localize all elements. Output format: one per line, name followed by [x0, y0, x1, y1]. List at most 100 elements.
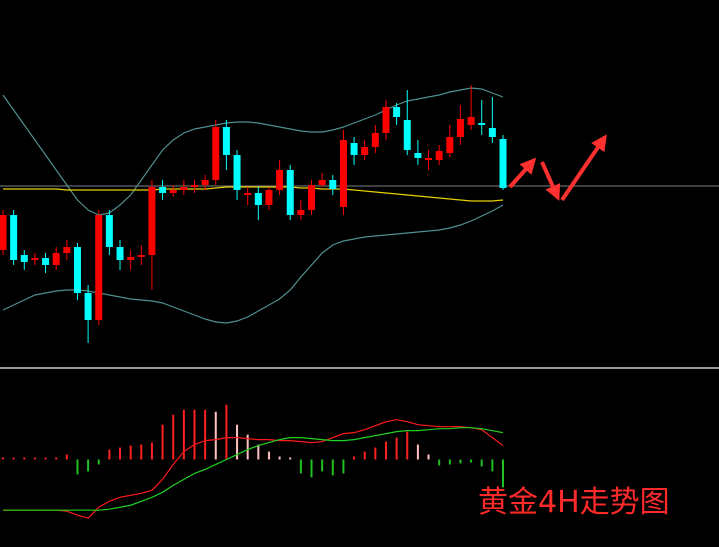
histogram-bar [236, 424, 239, 460]
candle-body [488, 128, 496, 137]
candle-body [159, 187, 167, 193]
candle-body [403, 120, 411, 150]
indicator-line [3, 427, 504, 511]
arrow [540, 161, 561, 201]
candle-body [95, 215, 103, 320]
candle-body [137, 255, 145, 257]
histogram-bar [278, 456, 281, 460]
candle-body [499, 139, 507, 188]
histogram-bar [310, 459, 313, 478]
histogram-bar [161, 424, 164, 460]
histogram-bar [140, 444, 143, 460]
candle-body [339, 140, 347, 207]
histogram-bar [23, 457, 26, 460]
histogram-bar [406, 431, 409, 460]
indicator-line [3, 419, 504, 519]
histogram-bar [150, 442, 153, 460]
candle-body [393, 107, 401, 117]
histogram-bar [470, 459, 473, 463]
candle-body [244, 193, 252, 195]
candle-body [127, 257, 135, 260]
histogram-bar [353, 456, 356, 460]
candle-body [382, 107, 390, 133]
candle-body [63, 247, 71, 253]
histogram-bar [502, 459, 504, 488]
histogram-bar [480, 459, 483, 467]
histogram-bar [342, 459, 345, 474]
candle-body [318, 180, 326, 185]
candle-body [212, 127, 220, 180]
candle-body [105, 215, 113, 247]
candle-body [31, 258, 39, 260]
candle-body [42, 258, 50, 265]
candle-body [20, 255, 28, 262]
candle-body [478, 123, 486, 125]
candle-body [254, 193, 262, 205]
candle-body [73, 247, 81, 293]
candle-body [361, 147, 369, 155]
histogram-bar [33, 457, 36, 460]
histogram-bar [97, 459, 100, 465]
histogram-bar [44, 457, 47, 460]
histogram-bar [76, 459, 79, 475]
histogram-bar [87, 459, 90, 472]
candle-body [84, 293, 92, 320]
histogram-bar [246, 434, 249, 460]
histogram-bar [267, 451, 270, 460]
indicator-line [3, 186, 504, 202]
histogram-bar [172, 414, 175, 460]
histogram-bar [416, 444, 419, 460]
histogram-bar [331, 459, 334, 476]
candle-body [169, 190, 177, 193]
histogram-bar [182, 409, 185, 460]
candle-body [180, 187, 188, 190]
histogram-bar [289, 457, 292, 460]
candle-body [297, 210, 305, 215]
candle-body [350, 143, 358, 155]
histogram-bar [257, 444, 260, 460]
histogram-bar [193, 409, 196, 460]
candle-body [265, 190, 273, 205]
candle-body [222, 127, 230, 155]
candle-body [446, 137, 454, 153]
chart-title: 黄金4H走势图 [478, 485, 670, 520]
candle-body [456, 119, 464, 137]
histogram-bar [363, 451, 366, 460]
histogram-bar [2, 457, 4, 460]
histogram-bar [129, 445, 132, 460]
candle-body [467, 117, 475, 125]
arrow [560, 134, 607, 202]
candle-body [52, 253, 60, 265]
candle-body [201, 180, 209, 185]
histogram-bar [299, 459, 302, 474]
histogram-bar [395, 437, 398, 460]
indicator-line [2, 87, 504, 216]
histogram-bar [384, 441, 387, 460]
histogram-bar [214, 411, 217, 460]
histogram-bar [108, 449, 111, 460]
histogram-bar [12, 457, 15, 460]
histogram-bar [438, 459, 441, 466]
candle-body [116, 247, 124, 260]
histogram-bar [448, 459, 451, 465]
candle-body [276, 170, 284, 190]
histogram-bar [204, 409, 207, 460]
candle-body [425, 158, 433, 160]
candle-body [329, 180, 337, 189]
histogram-bar [225, 404, 228, 460]
histogram-bar [491, 459, 494, 472]
candle-body [233, 155, 241, 190]
candle-body [148, 187, 156, 255]
candle-body [286, 170, 294, 215]
candle-body [308, 185, 316, 210]
candle-body [435, 151, 443, 160]
histogram-bar [427, 454, 430, 460]
indicator-line [2, 204, 504, 324]
candle-body [414, 153, 422, 158]
histogram-bar [459, 459, 462, 464]
candle-body [371, 133, 379, 147]
histogram-bar [321, 459, 324, 472]
histogram-bar [55, 457, 58, 460]
